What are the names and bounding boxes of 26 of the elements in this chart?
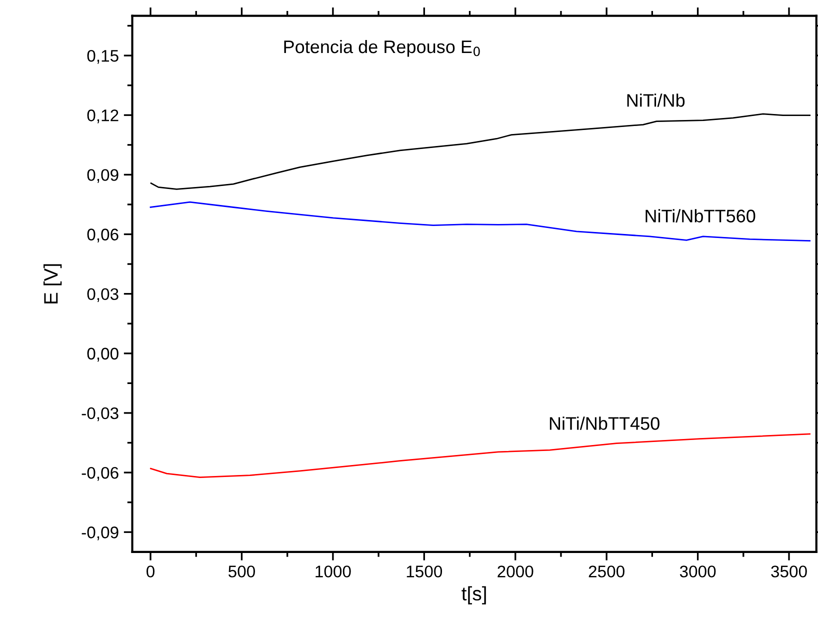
line-series [150, 113, 810, 190]
y-tick-label: 0,06 [87, 228, 118, 242]
line-series [150, 433, 810, 478]
y-tick-label: 0,09 [87, 169, 118, 183]
x-tick-label: 1500 [406, 566, 442, 578]
text: Potencia de Repouso E$_{0}$ [284, 40, 480, 57]
x-tick-label: 2000 [498, 566, 534, 578]
x-tick-label: 0 [146, 566, 154, 578]
series-label: NiTi/NbTT560 [646, 209, 756, 222]
y-tick-label: -0,03 [82, 407, 118, 422]
x-tick-label: 3500 [771, 566, 807, 578]
y-tick-label: 0,12 [87, 110, 118, 124]
series-label: NiTi/NbTT450 [550, 416, 660, 430]
y-tick-label: 0,00 [87, 348, 118, 362]
y-tick-label: -0,06 [82, 466, 118, 481]
y-tick-label: 0,15 [87, 50, 118, 64]
x-axis-title: t[s] [462, 586, 486, 604]
x-tick-label: 1000 [316, 566, 351, 578]
x-tick-label: 500 [228, 566, 255, 578]
y-tick-label: -0,09 [82, 526, 118, 540]
series-label: NiTi/Nb [627, 94, 685, 107]
x-tick-label: 2500 [588, 566, 624, 578]
line-series [150, 201, 810, 242]
y-axis-title: E [V] [44, 264, 62, 304]
x-tick-label: 3000 [680, 566, 716, 578]
y-tick-label: 0,03 [87, 288, 118, 302]
